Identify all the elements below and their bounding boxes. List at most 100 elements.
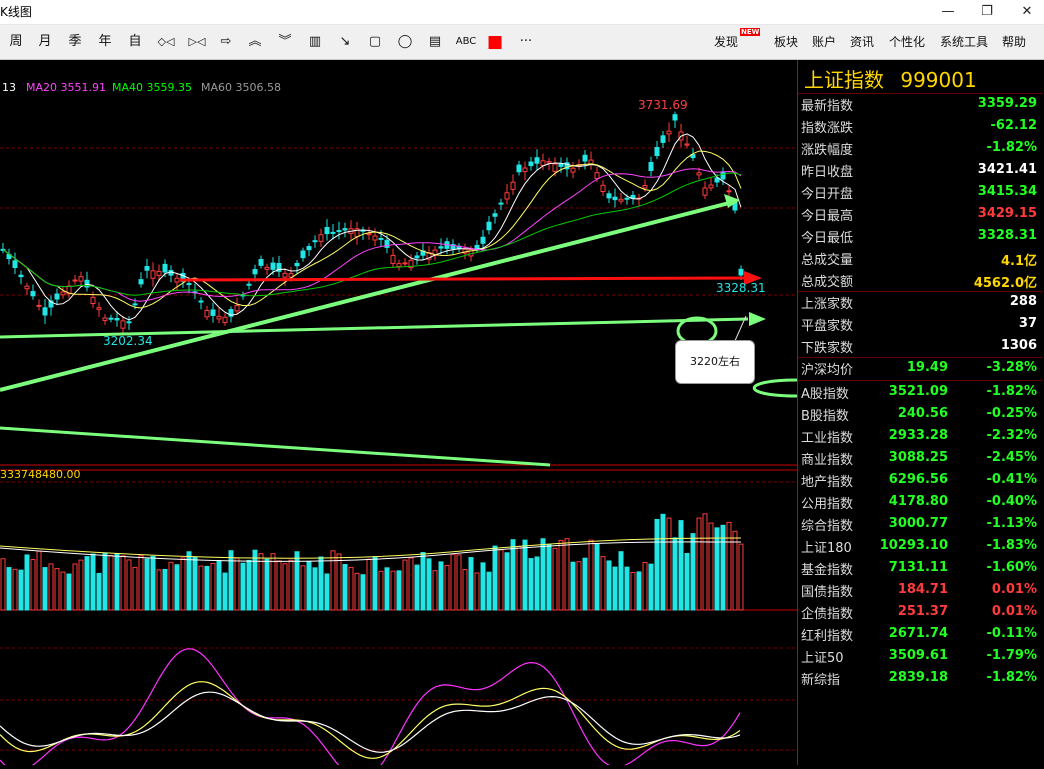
index-row[interactable]: A股指数 3521.09 -1.82% <box>798 381 1043 403</box>
menu-discover[interactable]: 发现 <box>714 35 739 49</box>
candle-body <box>468 249 474 257</box>
close-icon[interactable]: ✕ <box>1021 4 1033 19</box>
line-tool-icon[interactable]: ↘ <box>339 34 351 49</box>
oscillator-d-line <box>0 681 741 759</box>
index-row[interactable]: 地产指数 6296.56 -0.41% <box>798 469 1043 491</box>
scroll-up-icon[interactable]: ︽ <box>248 34 262 49</box>
menu-personalize[interactable]: 个性化 <box>889 35 926 49</box>
candle-body <box>228 309 234 317</box>
volume-bar <box>672 537 678 611</box>
candle-body <box>486 221 492 231</box>
index-row[interactable]: 基金指数 7131.11 -1.60% <box>798 557 1043 579</box>
trendline-arrowhead <box>724 194 740 208</box>
quote-label: 今日最高 <box>801 209 854 224</box>
candle-body <box>324 227 330 235</box>
volume-bar <box>252 549 258 611</box>
volume-bar <box>354 572 360 611</box>
index-row-change: 0.01% <box>991 604 1037 619</box>
candle-body <box>60 291 66 296</box>
period-week-button[interactable]: 周 <box>9 34 23 49</box>
index-row-change: -1.82% <box>986 384 1038 399</box>
index-row[interactable]: 综合指数 3000.77 -1.13% <box>798 513 1043 535</box>
rectangle-tool-icon[interactable]: ▢ <box>368 34 382 49</box>
index-row[interactable]: 工业指数 2933.28 -2.32% <box>798 425 1043 447</box>
zoom-in-icon[interactable]: ◇◁ <box>157 35 175 48</box>
volume-bar <box>216 560 222 611</box>
quote-label: 平盘家数 <box>801 319 854 334</box>
window-title: K线图 <box>0 5 32 19</box>
candle-body <box>642 185 648 189</box>
restore-icon[interactable]: ❐ <box>981 4 993 19</box>
index-row[interactable]: 上证50 3509.61 -1.79% <box>798 645 1043 667</box>
menu-news[interactable]: 资讯 <box>850 35 875 49</box>
quote-row: 指数涨跌 -62.12 <box>798 115 1043 137</box>
volume-bar <box>546 543 552 611</box>
index-code: 999001 <box>900 68 977 92</box>
ellipse-tool-icon[interactable]: ◯ <box>397 34 413 49</box>
menu-help[interactable]: 帮助 <box>1002 35 1027 49</box>
menu-sector[interactable]: 板块 <box>774 35 799 49</box>
quote-label: 指数涨跌 <box>801 121 854 136</box>
quote-row: 总成交量 4.1亿 <box>798 247 1043 269</box>
index-row[interactable]: 企债指数 251.37 0.01% <box>798 601 1043 623</box>
index-row-label: 商业指数 <box>801 453 854 468</box>
color-picker-icon[interactable]: ■ <box>486 32 504 52</box>
horizontal-support-arrowhead <box>749 312 766 326</box>
menu-account[interactable]: 账户 <box>812 35 837 49</box>
candle-body <box>540 160 546 166</box>
menu-system-tools[interactable]: 系统工具 <box>940 35 989 49</box>
scroll-down-icon[interactable]: ︾ <box>278 34 292 49</box>
move-right-icon[interactable]: ⇨ <box>220 34 232 49</box>
text-tool-icon[interactable]: ABC <box>455 36 477 47</box>
index-row[interactable]: 商业指数 3088.25 -2.45% <box>798 447 1043 469</box>
index-row[interactable]: 新综指 2839.18 -1.82% <box>798 667 1043 689</box>
volume-label: 333748480.00 <box>0 468 80 481</box>
candle-body <box>600 184 606 193</box>
period-year-button[interactable]: 年 <box>98 34 112 49</box>
volume-bar <box>588 539 594 611</box>
panel-separator <box>798 380 1043 381</box>
volume-bar <box>348 566 354 611</box>
period-quarter-button[interactable]: 季 <box>68 34 82 49</box>
volume-bar <box>282 563 288 611</box>
avg-change: -3.28% <box>986 360 1038 375</box>
more-icon[interactable]: ··· <box>519 34 533 49</box>
kline-chart-area[interactable]: 3731.69 3202.34 3328.31 333748480.00 13 … <box>0 60 798 769</box>
volume-bar <box>276 560 282 611</box>
index-row-value: 184.71 <box>897 582 948 597</box>
index-name: 上证指数 <box>804 68 884 92</box>
volume-bar <box>300 565 306 611</box>
index-row-change: -1.13% <box>986 516 1038 531</box>
volume-bar <box>594 543 600 611</box>
zoom-out-icon[interactable]: ▷◁ <box>188 35 206 48</box>
period-custom-button[interactable]: 自 <box>128 34 142 49</box>
quote-row: 今日最高 3429.15 <box>798 203 1043 225</box>
layout-icon[interactable]: ▥ <box>308 34 322 49</box>
low-price-label-left: 3202.34 <box>103 334 153 348</box>
index-row[interactable]: 上证180 10293.10 -1.83% <box>798 535 1043 557</box>
quote-label: 涨跌幅度 <box>801 143 854 158</box>
candle-body <box>102 317 108 321</box>
volume-bar <box>690 533 696 611</box>
volume-ma-line <box>0 537 742 559</box>
index-row[interactable]: 红利指数 2671.74 -0.11% <box>798 623 1043 645</box>
volume-bar <box>294 551 300 611</box>
volume-bar <box>510 539 516 611</box>
index-row-label: 基金指数 <box>801 563 854 578</box>
high-price-label: 3731.69 <box>638 98 688 112</box>
volume-bar <box>240 562 246 611</box>
candle-body <box>618 198 624 202</box>
quote-row: 总成交额 4562.0亿 <box>798 269 1043 291</box>
candle-body <box>534 157 540 164</box>
kline-chart-svg[interactable]: 3731.69 3202.34 3328.31 333748480.00 13 … <box>0 60 798 769</box>
index-row[interactable]: 公用指数 4178.80 -0.40% <box>798 491 1043 513</box>
candle-body <box>510 181 516 190</box>
candle-body <box>732 202 738 211</box>
index-row[interactable]: 国债指数 184.71 0.01% <box>798 579 1043 601</box>
index-row[interactable]: B股指数 240.56 -0.25% <box>798 403 1043 425</box>
text-box-icon[interactable]: ▤ <box>428 34 442 49</box>
panel-separator <box>798 93 1043 94</box>
minimize-icon[interactable]: — <box>941 4 955 19</box>
quote-label: 今日开盘 <box>801 187 854 202</box>
period-month-button[interactable]: 月 <box>38 34 52 49</box>
